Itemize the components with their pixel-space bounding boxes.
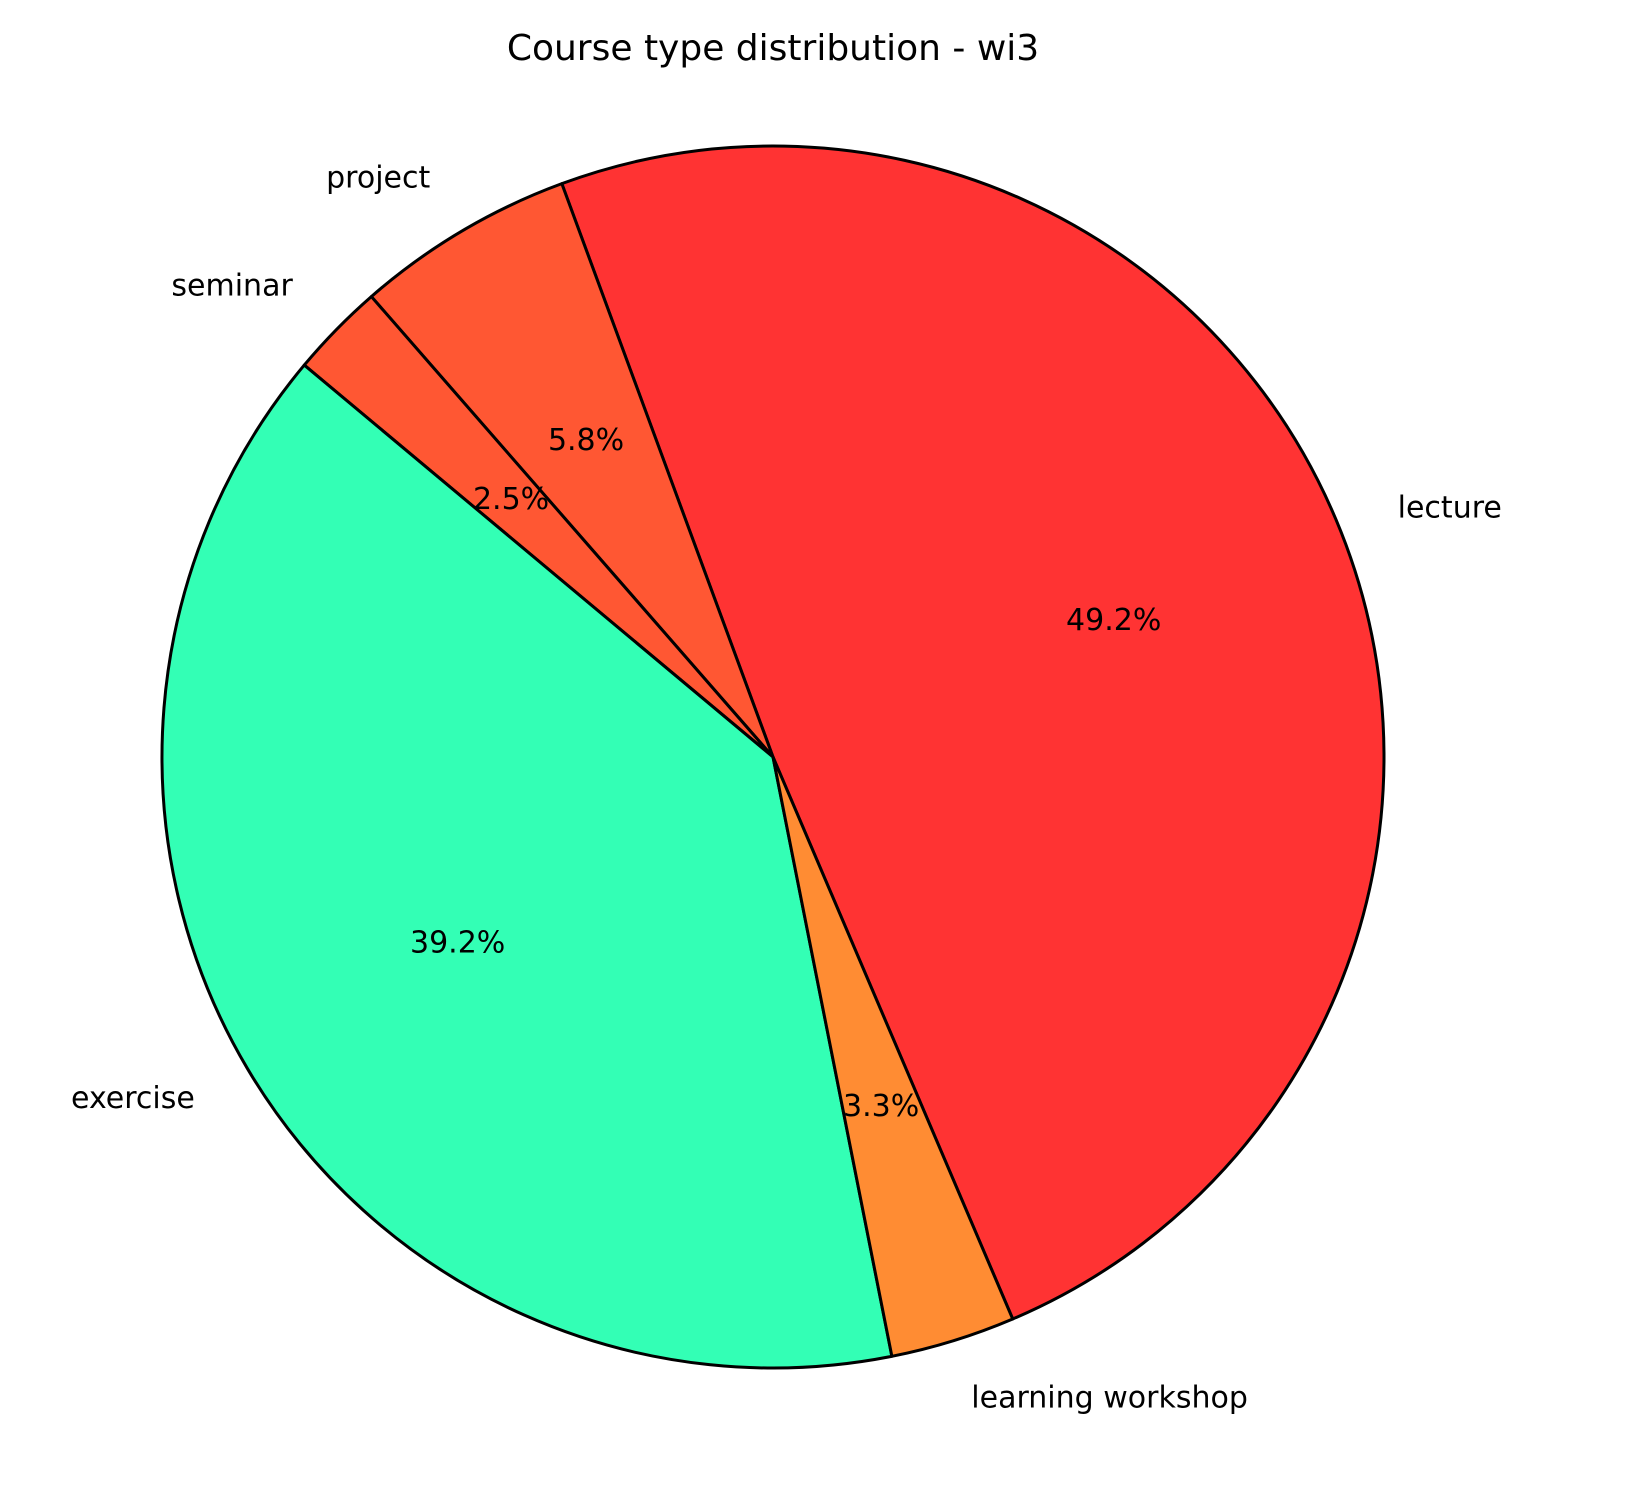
- pie-slice: [771, 755, 1015, 1358]
- pie-slice: [160, 363, 894, 1370]
- value-label: 39.2%: [410, 925, 505, 960]
- slice-label: lecture: [1398, 490, 1502, 525]
- slice-label: exercise: [71, 1081, 195, 1116]
- slice-label: seminar: [171, 268, 293, 303]
- value-label: 5.8%: [548, 423, 624, 458]
- value-label: 3.3%: [843, 1089, 919, 1124]
- slice-label: project: [326, 160, 430, 195]
- value-label: 2.5%: [473, 482, 549, 517]
- pie-slice: [560, 144, 1386, 1321]
- slice-label: learning workshop: [971, 1381, 1248, 1416]
- pie-slice: [369, 182, 775, 759]
- value-label: 49.2%: [1066, 603, 1161, 638]
- chart-title: Course type distribution - wi3: [507, 28, 1039, 69]
